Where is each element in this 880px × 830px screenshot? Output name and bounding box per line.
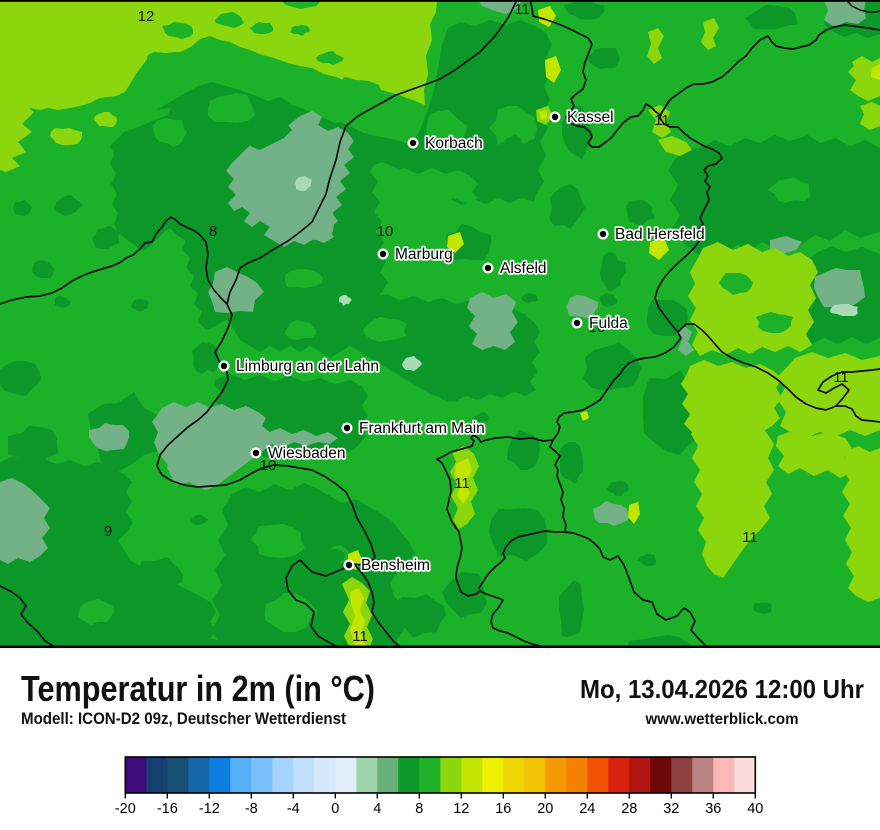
svg-text:-16: -16 (157, 801, 178, 817)
svg-text:-4: -4 (287, 801, 300, 817)
svg-text:11: 11 (742, 529, 758, 546)
svg-text:4: 4 (373, 801, 381, 817)
svg-text:24: 24 (579, 801, 595, 817)
svg-text:10: 10 (260, 457, 277, 474)
svg-text:20: 20 (537, 801, 553, 817)
svg-text:11: 11 (833, 369, 849, 386)
svg-text:-20: -20 (115, 801, 136, 817)
svg-text:Fulda: Fulda (589, 315, 628, 332)
svg-text:-12: -12 (199, 801, 220, 817)
svg-text:Bensheim: Bensheim (361, 557, 430, 574)
svg-text:9: 9 (104, 523, 112, 540)
svg-text:Wiesbaden: Wiesbaden (268, 445, 346, 462)
svg-text:0: 0 (331, 801, 339, 817)
svg-text:11: 11 (352, 628, 368, 645)
svg-text:Korbach: Korbach (425, 135, 483, 152)
svg-text:Kassel: Kassel (567, 109, 614, 126)
svg-text:Mo, 13.04.2026 12:00 Uhr: Mo, 13.04.2026 12:00 Uhr (580, 674, 864, 704)
svg-text:-8: -8 (245, 801, 258, 817)
svg-text:8: 8 (415, 801, 423, 817)
svg-text:40: 40 (747, 801, 763, 817)
svg-text:11: 11 (514, 1, 530, 18)
svg-text:Limburg an der Lahn: Limburg an der Lahn (236, 358, 379, 375)
svg-text:11: 11 (654, 112, 670, 129)
svg-text:10: 10 (589, 319, 606, 336)
svg-text:28: 28 (621, 801, 637, 817)
svg-text:Bad Hersfeld: Bad Hersfeld (615, 226, 705, 243)
svg-text:16: 16 (495, 801, 511, 817)
svg-text:11: 11 (454, 475, 470, 492)
svg-text:12: 12 (138, 8, 155, 25)
svg-text:Frankfurt am Main: Frankfurt am Main (359, 420, 485, 437)
svg-text:www.wetterblick.com: www.wetterblick.com (645, 711, 799, 728)
svg-text:Modell: ICON-D2 09z, Deutscher: Modell: ICON-D2 09z, Deutscher Wetterdie… (21, 709, 346, 728)
svg-text:Marburg: Marburg (395, 246, 453, 263)
svg-text:8: 8 (209, 223, 217, 240)
svg-text:36: 36 (705, 801, 721, 817)
svg-text:12: 12 (453, 801, 469, 817)
svg-text:Temperatur in 2m (in °C): Temperatur in 2m (in °C) (21, 668, 375, 709)
svg-text:Alsfeld: Alsfeld (500, 260, 547, 277)
svg-text:10: 10 (377, 223, 394, 240)
svg-text:32: 32 (663, 801, 679, 817)
